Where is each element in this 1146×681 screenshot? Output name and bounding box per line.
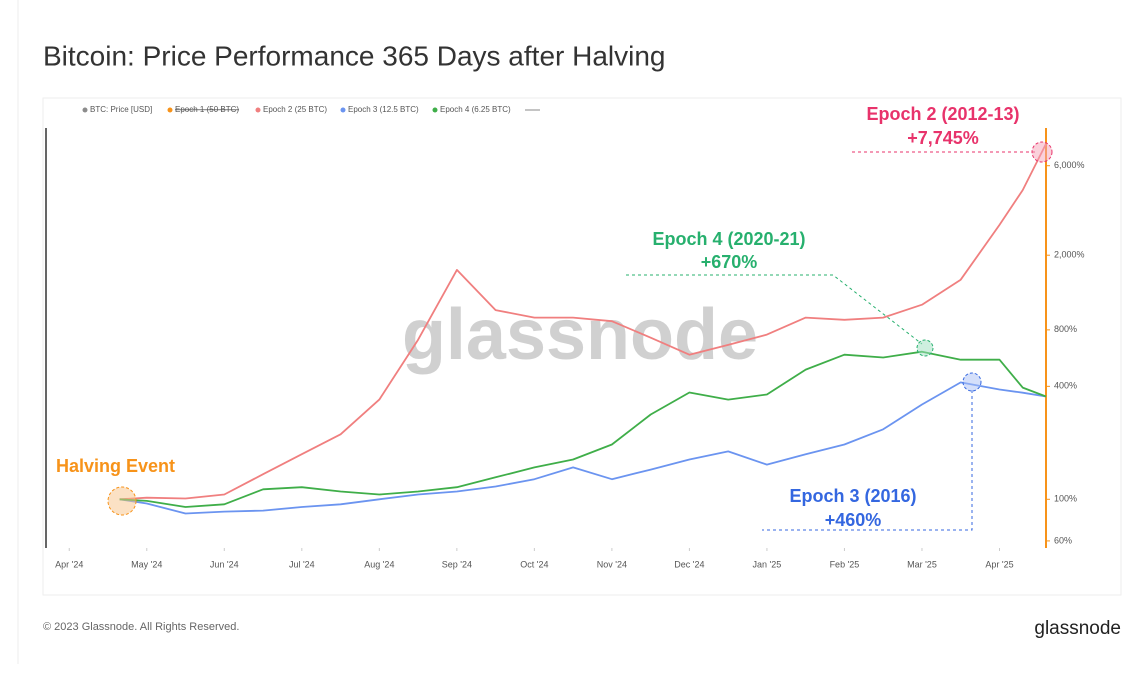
x-tick-label: May '24 xyxy=(131,559,162,569)
legend-marker xyxy=(340,107,346,113)
y-tick-label: 2,000% xyxy=(1054,250,1085,260)
epoch3-marker xyxy=(962,372,982,392)
epoch3-leader xyxy=(762,390,973,531)
x-tick-label: Aug '24 xyxy=(364,559,394,569)
legend-marker xyxy=(255,107,261,113)
legend-marker xyxy=(432,107,438,113)
y-tick-label: 60% xyxy=(1054,535,1072,545)
x-tick-label: Jan '25 xyxy=(753,559,782,569)
x-tick-label: Jun '24 xyxy=(210,559,239,569)
x-tick-label: Mar '25 xyxy=(907,559,937,569)
legend-marker xyxy=(82,107,88,113)
y-tick-label: 6,000% xyxy=(1054,160,1085,170)
watermark: glassnode xyxy=(402,295,758,375)
legend-marker xyxy=(167,107,173,113)
series-line xyxy=(119,350,1047,508)
plot xyxy=(119,143,1047,515)
series-line xyxy=(119,381,1047,515)
x-tick-label: Jul '24 xyxy=(289,559,315,569)
x-tick-label: Apr '25 xyxy=(985,559,1013,569)
legend-label[interactable]: BTC: Price [USD] xyxy=(90,105,152,114)
annotation: Halving Event xyxy=(56,456,175,476)
footer: © 2023 Glassnode. All Rights Reserved. xyxy=(43,621,239,633)
annotation: +670% xyxy=(701,252,758,272)
x-tick-label: Feb '25 xyxy=(830,559,860,569)
x-tick-label: Dec '24 xyxy=(674,559,704,569)
annotation: +7,745% xyxy=(907,128,979,148)
x-tick-label: Apr '24 xyxy=(55,559,83,569)
annotation: Epoch 3 (2016) xyxy=(789,486,916,506)
annotation: +460% xyxy=(825,510,882,530)
epoch2-marker xyxy=(1031,141,1053,163)
legend-label[interactable]: Epoch 1 (50 BTC) xyxy=(175,105,239,114)
halving-marker xyxy=(107,486,137,516)
x-tick-label: Oct '24 xyxy=(520,559,548,569)
x-tick-label: Sep '24 xyxy=(442,559,472,569)
legend-label[interactable]: Epoch 2 (25 BTC) xyxy=(263,105,327,114)
annotation: Epoch 2 (2012-13) xyxy=(866,104,1019,124)
epoch4-leader xyxy=(626,274,923,345)
legend-label[interactable]: Epoch 4 (6.25 BTC) xyxy=(440,105,511,114)
y-tick-label: 100% xyxy=(1054,494,1077,504)
y-tick-label: 400% xyxy=(1054,381,1077,391)
x-tick-label: Nov '24 xyxy=(597,559,627,569)
y-tick-label: 800% xyxy=(1054,324,1077,334)
annotation: Epoch 4 (2020-21) xyxy=(652,229,805,249)
legend-label[interactable]: Epoch 3 (12.5 BTC) xyxy=(348,105,419,114)
logo: glassnode xyxy=(1034,618,1121,639)
epoch4-marker xyxy=(916,339,934,357)
chart-title: Bitcoin: Price Performance 365 Days afte… xyxy=(43,40,666,71)
series-line xyxy=(119,143,1047,501)
